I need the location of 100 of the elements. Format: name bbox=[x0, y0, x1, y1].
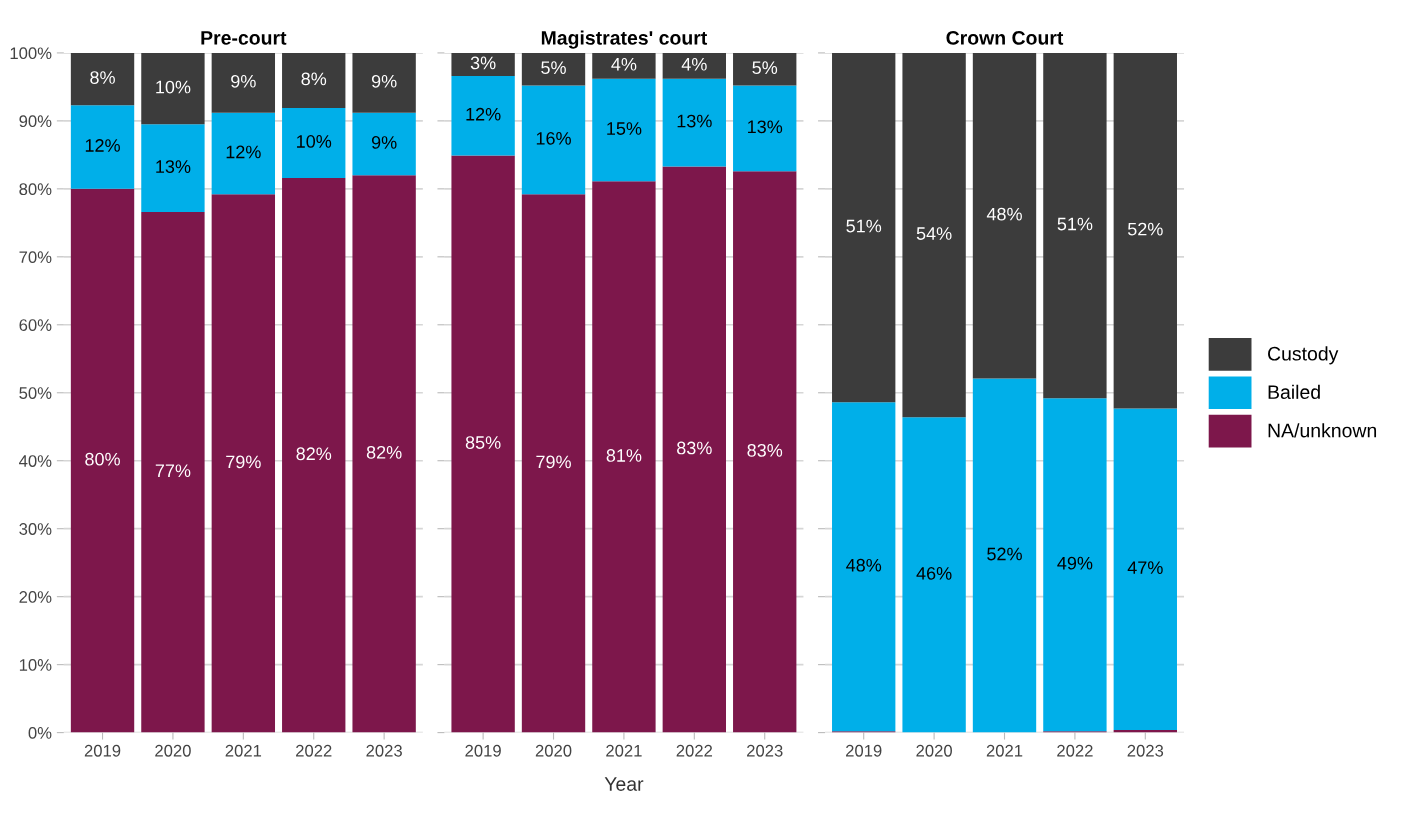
data-label: 79% bbox=[226, 455, 261, 469]
bar bbox=[211, 194, 276, 733]
bar bbox=[282, 52, 346, 108]
bar bbox=[832, 52, 896, 403]
data-label: 49% bbox=[1057, 556, 1093, 570]
legend-label: Bailed bbox=[1268, 384, 1320, 400]
chart-title: Pre-court bbox=[201, 31, 287, 45]
data-label: 85% bbox=[465, 436, 501, 449]
legend-label: NA/unknown bbox=[1268, 423, 1377, 438]
data-label: 10% bbox=[297, 135, 332, 148]
chart-title: Magistrates' court bbox=[541, 30, 708, 49]
bar bbox=[141, 124, 205, 212]
data-label: 47% bbox=[1127, 561, 1163, 574]
x-tick-label: 2021 bbox=[225, 744, 262, 757]
x-tick-label: 2019 bbox=[465, 744, 501, 757]
data-label: 77% bbox=[155, 464, 191, 478]
bar bbox=[1113, 52, 1177, 409]
bar bbox=[733, 171, 797, 733]
bar bbox=[1043, 398, 1107, 732]
data-label: 82% bbox=[296, 447, 332, 461]
bar bbox=[70, 105, 135, 189]
bar bbox=[451, 52, 515, 77]
x-tick-label: 2022 bbox=[676, 744, 713, 757]
bar bbox=[662, 166, 726, 733]
data-label: 12% bbox=[466, 107, 501, 121]
x-tick-label: 2019 bbox=[846, 744, 882, 757]
x-tick-label: 2023 bbox=[747, 744, 783, 757]
bar bbox=[832, 402, 896, 732]
bar bbox=[733, 85, 797, 172]
data-label: 12% bbox=[85, 139, 120, 152]
bar bbox=[592, 52, 656, 79]
bar bbox=[352, 175, 416, 733]
data-label: 16% bbox=[536, 131, 571, 145]
data-label: 46% bbox=[916, 566, 952, 580]
data-label: 82% bbox=[366, 445, 402, 459]
bar bbox=[733, 52, 797, 86]
y-tick-label: 40% bbox=[19, 455, 52, 467]
y-tick-label: 30% bbox=[19, 523, 52, 535]
y-tick-label: 70% bbox=[19, 251, 52, 264]
bar bbox=[282, 177, 346, 733]
data-label: 9% bbox=[371, 136, 397, 149]
bar bbox=[211, 52, 276, 113]
data-label: 15% bbox=[607, 122, 642, 135]
chart-title: Crown Court bbox=[946, 31, 1064, 45]
data-label: 52% bbox=[1127, 222, 1163, 236]
bar bbox=[521, 194, 586, 733]
x-tick-label: 2023 bbox=[366, 744, 402, 757]
bar bbox=[451, 155, 515, 733]
y-tick-label: 50% bbox=[19, 387, 52, 399]
bar bbox=[902, 417, 966, 733]
bar bbox=[521, 85, 586, 195]
y-tick-label: 10% bbox=[19, 659, 52, 671]
x-tick-label: 2023 bbox=[1127, 744, 1164, 757]
data-label: 9% bbox=[231, 74, 256, 88]
data-label: 81% bbox=[606, 449, 642, 462]
data-label: 52% bbox=[987, 547, 1022, 561]
data-label: 4% bbox=[611, 57, 637, 71]
bar bbox=[1043, 52, 1107, 399]
data-label: 79% bbox=[536, 455, 571, 469]
data-label: 48% bbox=[986, 207, 1022, 221]
bar bbox=[662, 52, 726, 79]
data-label: 5% bbox=[752, 61, 778, 75]
bar bbox=[972, 378, 1037, 733]
data-label: 5% bbox=[541, 61, 566, 75]
data-label: 51% bbox=[1057, 217, 1093, 231]
data-label: 13% bbox=[677, 114, 712, 128]
data-label: 80% bbox=[85, 452, 120, 466]
data-label: 8% bbox=[301, 72, 327, 86]
x-tick-label: 2019 bbox=[84, 744, 121, 757]
y-tick-label: 20% bbox=[19, 591, 52, 603]
bar bbox=[70, 188, 135, 733]
bar bbox=[592, 78, 656, 182]
bar bbox=[352, 52, 416, 113]
bar bbox=[521, 52, 586, 86]
x-axis-title: Year bbox=[604, 777, 644, 791]
data-label: 9% bbox=[371, 74, 397, 88]
x-tick-label: 2020 bbox=[916, 744, 952, 757]
y-tick-label: 90% bbox=[19, 115, 52, 128]
y-tick-label: 100% bbox=[10, 47, 52, 60]
x-tick-label: 2020 bbox=[535, 744, 572, 757]
bar bbox=[211, 112, 276, 195]
x-tick-label: 2021 bbox=[986, 744, 1023, 757]
bar bbox=[141, 52, 205, 125]
data-label: 48% bbox=[846, 558, 882, 572]
x-tick-label: 2022 bbox=[296, 744, 332, 757]
data-label: 51% bbox=[846, 219, 882, 233]
bar bbox=[451, 76, 515, 156]
bar bbox=[1113, 408, 1177, 730]
bar bbox=[972, 52, 1037, 379]
data-label: 54% bbox=[916, 227, 952, 240]
data-label: 10% bbox=[156, 80, 191, 94]
data-label: 4% bbox=[681, 57, 707, 71]
bar bbox=[662, 78, 726, 167]
bar bbox=[282, 107, 346, 178]
y-tick-label: 60% bbox=[19, 319, 52, 331]
bar bbox=[352, 112, 416, 176]
data-label: 13% bbox=[748, 120, 783, 134]
x-tick-label: 2020 bbox=[155, 744, 191, 757]
bar bbox=[902, 52, 966, 418]
x-tick-label: 2021 bbox=[606, 744, 642, 757]
